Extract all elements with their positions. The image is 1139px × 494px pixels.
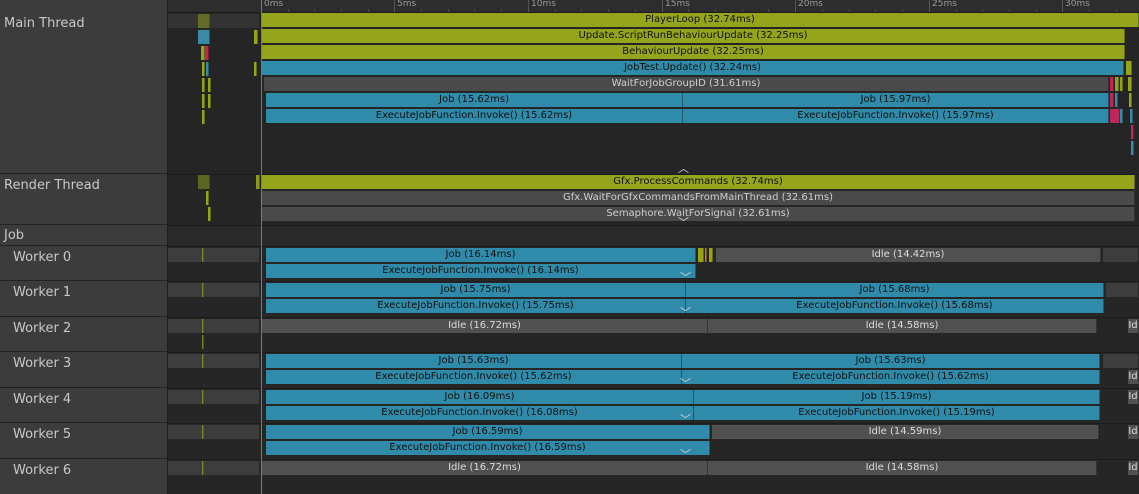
sample-playerloop[interactable]: PlayerLoop (32.74ms) [262,13,1139,27]
worker-3-label[interactable]: Worker 3 [13,356,72,371]
main-thread-label[interactable]: Main Thread [4,16,85,31]
tick-label: 15ms [665,0,690,9]
job-group-label[interactable]: Job [4,228,25,243]
tick-label: 25ms [932,0,957,9]
sample-truncated-idle[interactable]: Id [1128,390,1139,404]
sample-worker0-execute[interactable]: ExecuteJobFunction.Invoke() (16.14ms) [266,264,696,278]
sample-execute-job-b[interactable]: ExecuteJobFunction.Invoke() (15.97ms) [683,109,1109,123]
sample-worker2-idle-a[interactable]: Idle (16.72ms) [262,319,708,333]
tick-label: 0ms [264,0,284,9]
chevron-down-icon[interactable]: ﹀ [678,216,689,229]
frame-start-marker[interactable] [261,0,262,494]
sample-truncated-idle[interactable]: Id [1128,461,1139,475]
chevron-down-icon[interactable]: ﹀ [680,448,691,461]
sample-execute-job-a[interactable]: ExecuteJobFunction.Invoke() (15.62ms) [266,109,683,123]
sample-worker3-job-b[interactable]: Job (15.63ms) [682,354,1100,368]
chevron-down-icon[interactable]: ﹀ [680,377,691,390]
sample-gfx-process-commands[interactable]: Gfx.ProcessCommands (32.74ms) [262,175,1135,189]
sample-job-a[interactable]: Job (15.62ms) [266,93,683,107]
tick-label: 10ms [531,0,556,9]
tick-label: 20ms [798,0,823,9]
sample-worker6-idle-a[interactable]: Idle (16.72ms) [262,461,708,475]
tick-label: 30ms [1065,0,1090,9]
sample-job-b[interactable]: Job (15.97ms) [683,93,1109,107]
sample-worker0-idle[interactable]: Idle (14.42ms) [716,248,1101,262]
chevron-down-icon[interactable]: ﹀ [680,271,691,284]
sample-worker1-job-a[interactable]: Job (15.75ms) [266,283,686,297]
sample-worker4-execute-b[interactable]: ExecuteJobFunction.Invoke() (15.19ms) [694,406,1100,420]
worker-4-label[interactable]: Worker 4 [13,392,72,407]
worker-0-label[interactable]: Worker 0 [13,250,72,265]
sample-worker5-execute[interactable]: ExecuteJobFunction.Invoke() (16.59ms) [266,441,710,455]
render-thread-label[interactable]: Render Thread [4,178,100,193]
sample-worker3-job-a[interactable]: Job (15.63ms) [266,354,682,368]
sample-worker0-job[interactable]: Job (16.14ms) [266,248,696,262]
thread-label-column: Main Thread Render Thread Job Worker 0 W… [0,0,168,494]
sample-worker1-job-b[interactable]: Job (15.68ms) [686,283,1104,297]
sample-script-run-update[interactable]: Update.ScriptRunBehaviourUpdate (32.25ms… [262,29,1125,43]
chevron-down-icon[interactable]: ﹀ [680,306,691,319]
sample-worker5-idle[interactable]: Idle (14.59ms) [712,425,1099,439]
time-ruler[interactable]: 0ms 5ms 10ms 15ms 20ms 25ms 30ms [168,0,1139,13]
chevron-down-icon[interactable]: ﹀ [680,413,691,426]
chevron-up-icon[interactable]: ︿ [678,162,689,175]
worker-5-label[interactable]: Worker 5 [13,427,72,442]
sample-worker6-idle-b[interactable]: Idle (14.58ms) [708,461,1097,475]
worker-2-label[interactable]: Worker 2 [13,321,72,336]
sample-worker5-job[interactable]: Job (16.59ms) [266,425,710,439]
worker-6-label[interactable]: Worker 6 [13,463,72,478]
sample-worker1-execute-a[interactable]: ExecuteJobFunction.Invoke() (15.75ms) [266,299,686,313]
sample-worker1-execute-b[interactable]: ExecuteJobFunction.Invoke() (15.68ms) [686,299,1104,313]
sample-worker3-execute-b[interactable]: ExecuteJobFunction.Invoke() (15.62ms) [682,370,1100,384]
sample-jobtest-update[interactable]: JobTest.Update() (32.24ms) [262,61,1124,75]
sample-worker2-idle-b[interactable]: Idle (14.58ms) [708,319,1097,333]
sample-worker4-job-b[interactable]: Job (15.19ms) [694,390,1100,404]
worker-1-label[interactable]: Worker 1 [13,285,72,300]
sample-truncated-idle[interactable]: Id [1128,425,1139,439]
sample-semaphore-wait[interactable]: Semaphore.WaitForSignal (32.61ms) [262,207,1135,221]
sample-behaviour-update[interactable]: BehaviourUpdate (32.25ms) [262,45,1125,59]
sample-wait-for-job-group[interactable]: WaitForJobGroupID (31.61ms) [264,77,1109,91]
sample-truncated-idle[interactable]: Id [1128,370,1139,384]
sample-worker4-execute-a[interactable]: ExecuteJobFunction.Invoke() (16.08ms) [266,406,694,420]
tick-label: 5ms [397,0,417,9]
sample-truncated-idle[interactable]: Id [1128,319,1139,333]
sample-worker4-job-a[interactable]: Job (16.09ms) [266,390,694,404]
sample-worker3-execute-a[interactable]: ExecuteJobFunction.Invoke() (15.62ms) [266,370,682,384]
sample-gfx-wait-commands[interactable]: Gfx.WaitForGfxCommandsFromMainThread (32… [262,191,1135,205]
timeline-area[interactable]: 0ms 5ms 10ms 15ms 20ms 25ms 30ms [168,0,1139,494]
